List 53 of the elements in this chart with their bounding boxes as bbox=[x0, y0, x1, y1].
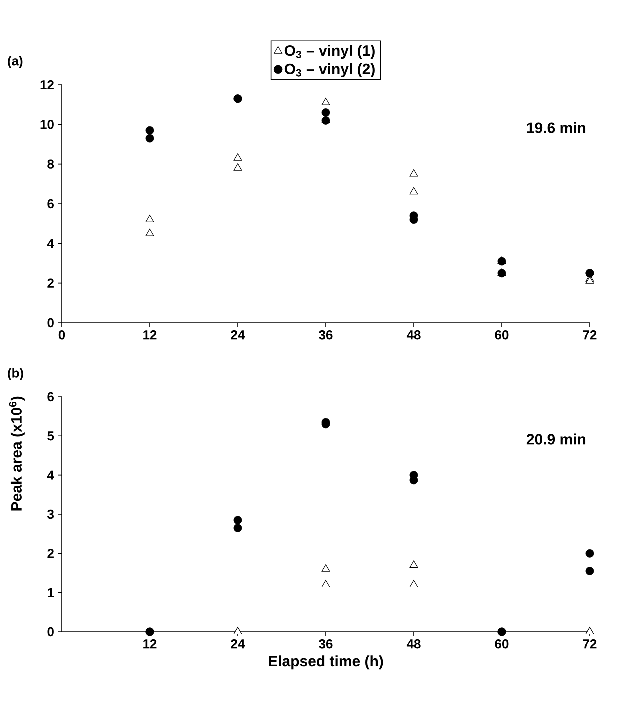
annotation: 20.9 min bbox=[526, 434, 586, 445]
point bbox=[146, 228, 154, 236]
y-tick-label: 2 bbox=[48, 278, 54, 288]
y-tick-label: 8 bbox=[48, 160, 54, 169]
y-tick-label: 10 bbox=[40, 120, 54, 130]
y-tick-label: 4 bbox=[47, 239, 54, 248]
point bbox=[586, 567, 594, 576]
point bbox=[410, 169, 418, 177]
legend-label: O$_{3}$ – vinyl (1) bbox=[284, 45, 375, 60]
y-tick-label: 5 bbox=[48, 432, 54, 441]
point bbox=[586, 549, 594, 558]
point bbox=[234, 516, 242, 525]
x-tick-label: 24 bbox=[231, 640, 246, 649]
y-tick-label: 1 bbox=[48, 588, 54, 598]
y-tick-label: 12 bbox=[40, 80, 54, 90]
point bbox=[322, 564, 330, 572]
point bbox=[146, 134, 154, 143]
x-tick-label: 48 bbox=[406, 330, 421, 340]
point bbox=[234, 154, 242, 161]
x-tick-label: 60 bbox=[495, 330, 509, 340]
x-tick-label: 12 bbox=[144, 640, 157, 649]
point bbox=[146, 215, 154, 222]
x-axis-title: Elapsed time (h) bbox=[269, 656, 384, 670]
chart-title: (a) bbox=[8, 56, 23, 68]
point bbox=[234, 524, 242, 532]
y-tick-label: 0 bbox=[48, 318, 54, 328]
x-tick-label: 12 bbox=[144, 330, 157, 340]
x-tick-label: 36 bbox=[319, 640, 333, 649]
point bbox=[234, 163, 242, 171]
x-tick-label: 0 bbox=[58, 330, 66, 340]
x-tick-label: 72 bbox=[583, 640, 597, 649]
point bbox=[322, 580, 330, 588]
y-tick-label: 3 bbox=[48, 510, 54, 520]
x-tick-label: 60 bbox=[495, 640, 509, 649]
y-tick-label: 6 bbox=[48, 199, 54, 209]
point bbox=[322, 98, 330, 106]
chart-title: (b) bbox=[8, 368, 24, 380]
y-tick-label: 6 bbox=[48, 392, 54, 402]
x-tick-label: 24 bbox=[231, 330, 246, 340]
y-axis-title: Peak area (x10$^{6}$) bbox=[9, 396, 25, 511]
y-tick-label: 2 bbox=[48, 549, 54, 558]
legend-label: O$_{3}$ – vinyl (2) bbox=[284, 63, 375, 78]
point bbox=[410, 580, 418, 588]
y-tick-label: 4 bbox=[47, 470, 54, 480]
x-tick-label: 36 bbox=[319, 330, 333, 340]
x-tick-label: 48 bbox=[406, 640, 421, 649]
x-tick-label: 72 bbox=[583, 330, 597, 340]
point bbox=[322, 108, 330, 117]
y-tick-label: 0 bbox=[48, 627, 54, 637]
annotation: 19.6 min bbox=[527, 122, 586, 134]
point bbox=[146, 126, 154, 135]
point bbox=[410, 187, 418, 195]
point bbox=[410, 560, 418, 568]
